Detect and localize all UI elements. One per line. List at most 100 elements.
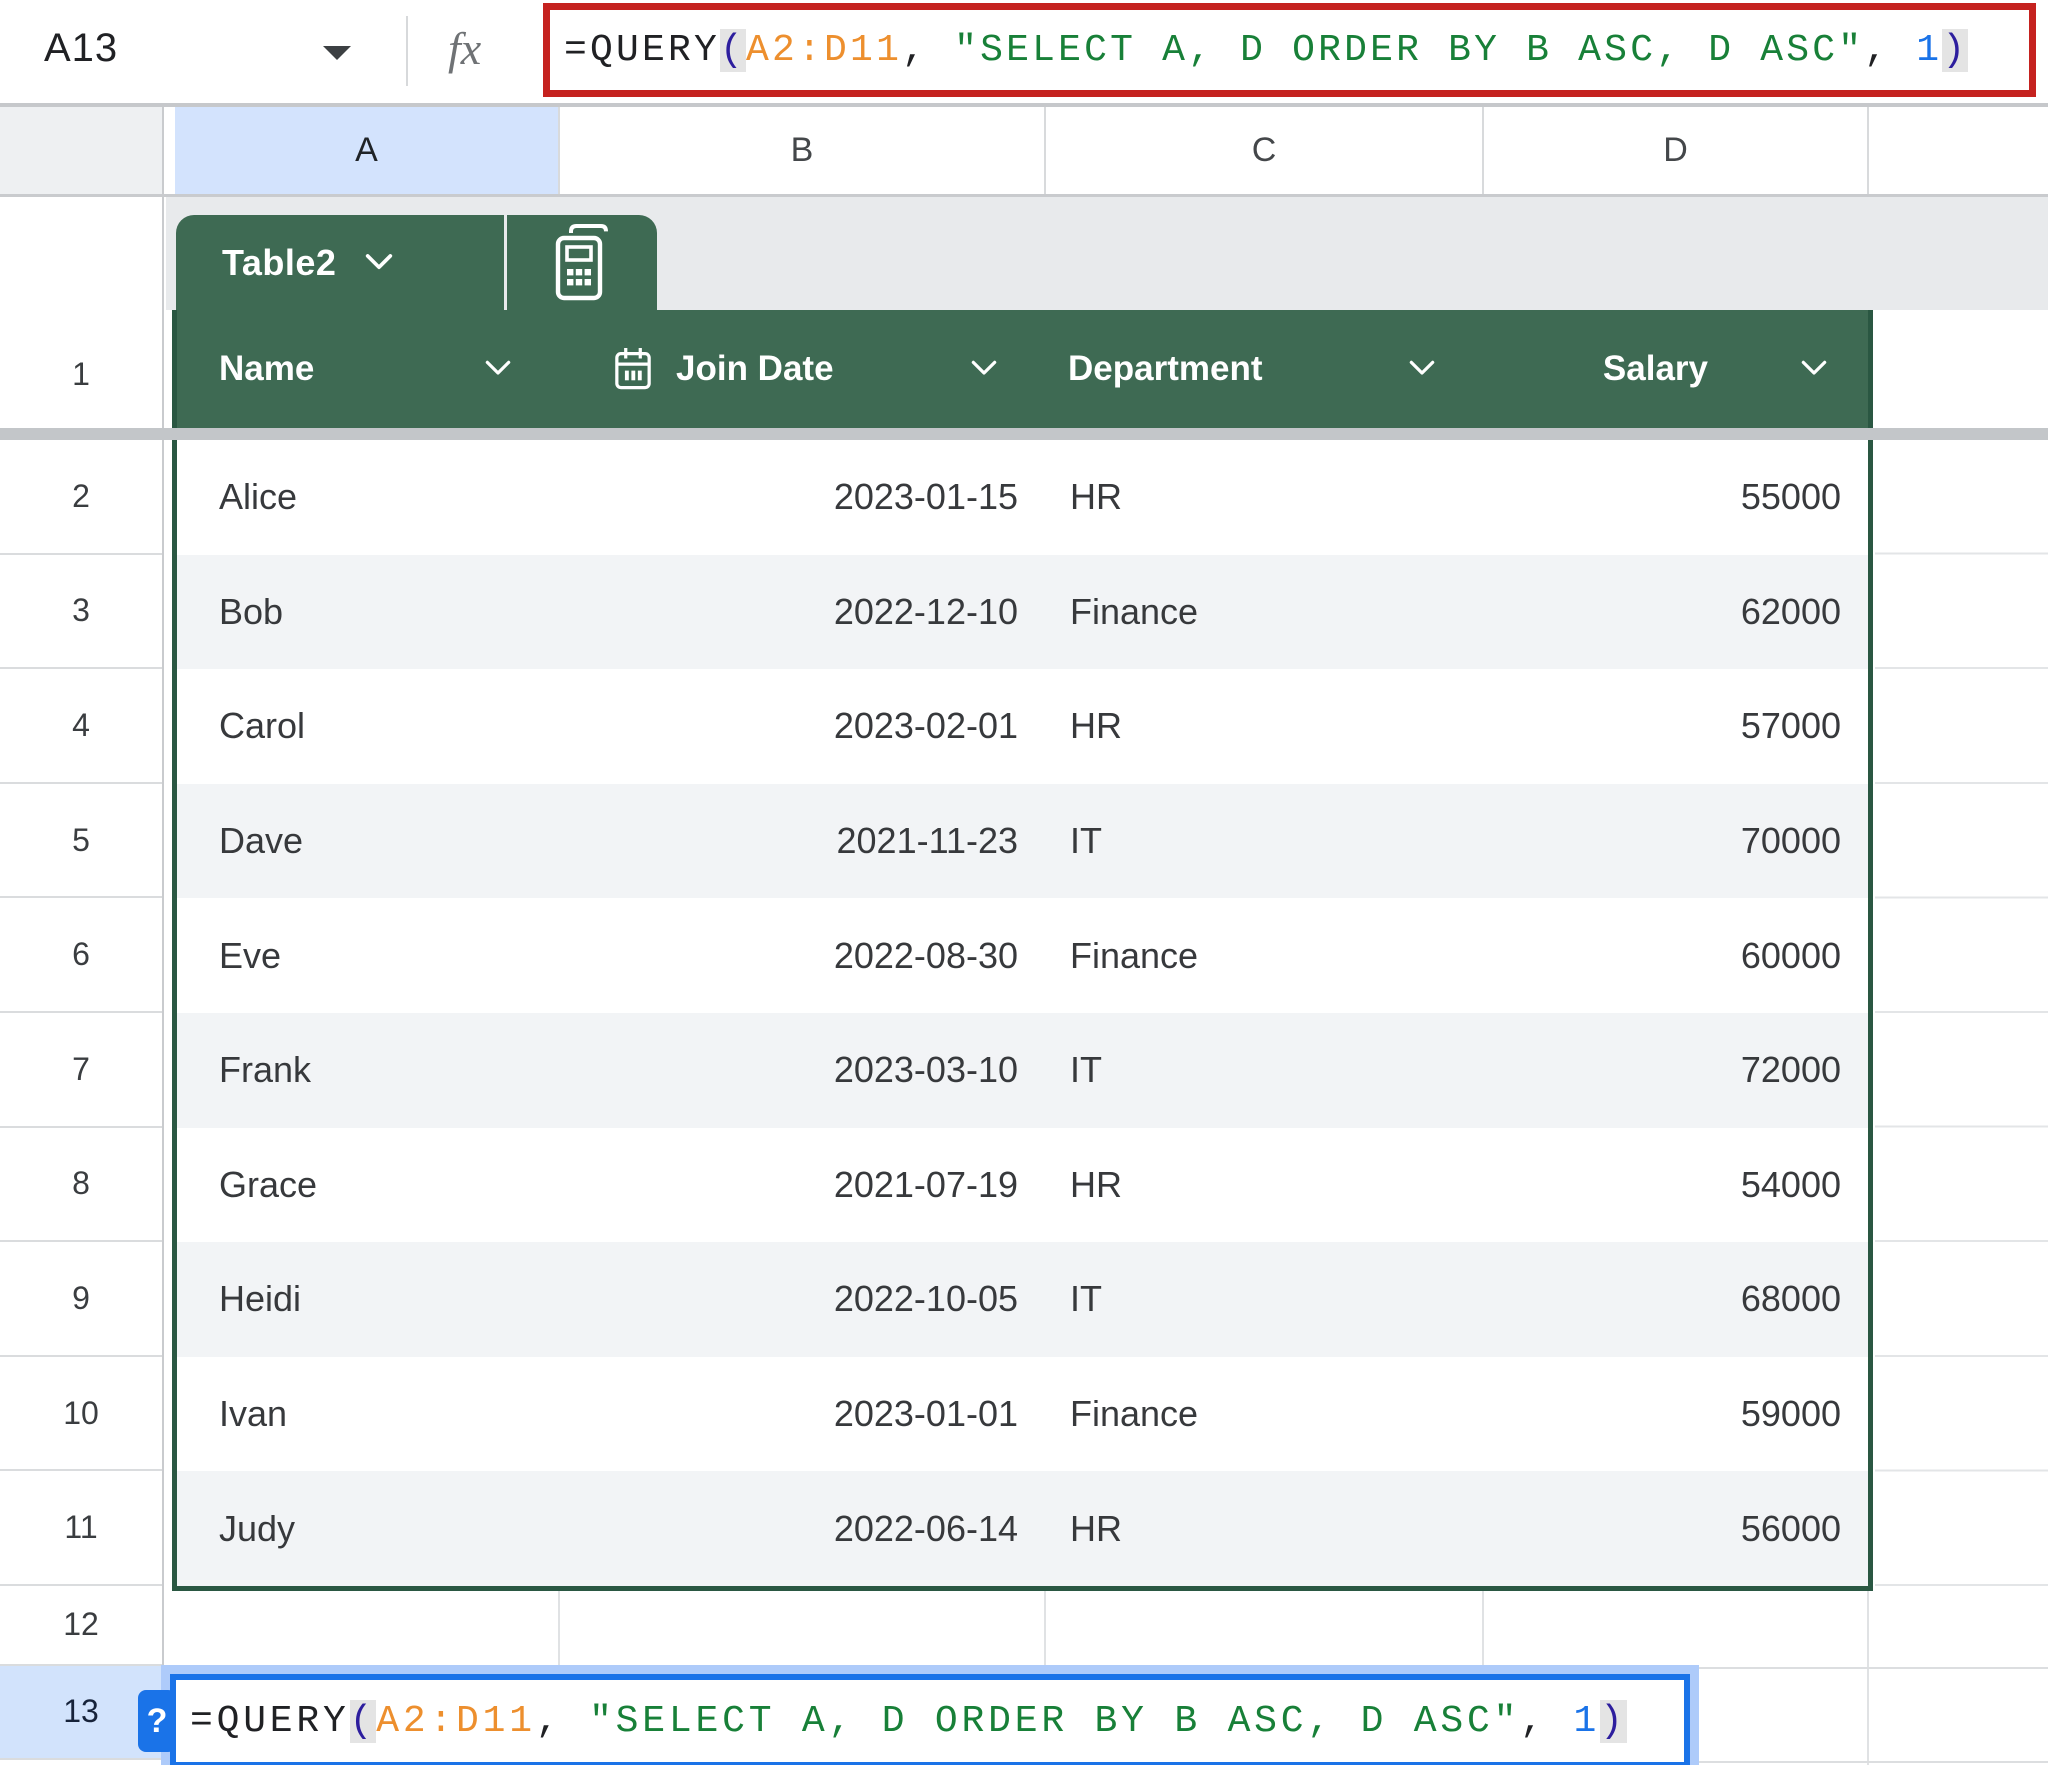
column-header-c[interactable]: C	[1046, 107, 1484, 194]
cell-join-date[interactable]: 2023-02-01	[833, 705, 1018, 747]
cell-salary[interactable]: 60000	[1740, 934, 1841, 976]
row-number-3[interactable]: 3	[0, 555, 162, 670]
cell-join-date[interactable]: 2023-03-10	[833, 1049, 1018, 1091]
cell-department[interactable]: Finance	[1070, 1393, 1199, 1435]
table-tools-button[interactable]	[507, 215, 657, 310]
frozen-row-shadow	[0, 428, 2048, 440]
row-number-13[interactable]: 13	[0, 1665, 162, 1760]
header-cell-name[interactable]: Name	[177, 310, 560, 428]
cell-department[interactable]: Finance	[1070, 934, 1199, 976]
table-row: Frank 2023-03-10 IT 72000	[177, 1012, 1868, 1128]
cell-name[interactable]: Carol	[219, 705, 306, 747]
column-header-d[interactable]: D	[1484, 107, 1869, 194]
calculator-icon	[553, 223, 611, 303]
table-row: Eve 2022-08-30 Finance 60000	[177, 898, 1868, 1013]
editing-cell-a13[interactable]: =QUERY(A2:D11, "SELECT A, D ORDER BY B A…	[170, 1674, 1690, 1765]
chevron-down-icon[interactable]	[362, 250, 396, 276]
table-row: Dave 2021-11-23 IT 70000	[177, 783, 1868, 899]
header-cell-join-date[interactable]: Join Date	[560, 310, 1046, 428]
gridline	[1867, 1591, 1869, 1765]
cell-salary[interactable]: 70000	[1740, 820, 1841, 862]
formula-token-plain: ,	[902, 28, 955, 72]
cell-salary[interactable]: 55000	[1740, 476, 1841, 518]
cell-join-date[interactable]: 2021-07-19	[833, 1163, 1018, 1205]
row-number-2[interactable]: 2	[0, 440, 162, 555]
cell-salary[interactable]: 56000	[1740, 1507, 1841, 1549]
header-cell-department[interactable]: Department	[1046, 310, 1484, 428]
divider	[406, 16, 408, 86]
column-header-e[interactable]	[1869, 107, 2048, 194]
table-name-button[interactable]: Table2	[176, 215, 504, 310]
empty-grid-right	[1875, 440, 2048, 1586]
cell-name[interactable]: Grace	[219, 1163, 318, 1205]
row-number-12[interactable]: 12	[0, 1586, 162, 1666]
cell-join-date[interactable]: 2023-01-15	[833, 476, 1018, 518]
cell-department[interactable]: HR	[1070, 1163, 1122, 1205]
formula-input[interactable]: =QUERY(A2:D11, "SELECT A, D ORDER BY B A…	[564, 28, 1969, 72]
row-number-10[interactable]: 10	[0, 1357, 162, 1472]
formula-token-paren: )	[1600, 1699, 1627, 1743]
chevron-down-icon[interactable]	[1406, 357, 1438, 381]
row-number-11[interactable]: 11	[0, 1471, 162, 1586]
row-number-6[interactable]: 6	[0, 898, 162, 1013]
header-label: Name	[219, 349, 315, 388]
row-number-1[interactable]: 1	[0, 310, 162, 440]
row-number-8[interactable]: 8	[0, 1128, 162, 1243]
cell-salary[interactable]: 72000	[1740, 1049, 1841, 1091]
gutter-spacer	[0, 197, 164, 310]
cell-formula-input[interactable]: =QUERY(A2:D11, "SELECT A, D ORDER BY B A…	[190, 1699, 1627, 1743]
chevron-down-icon[interactable]	[1798, 357, 1830, 381]
header-cell-salary[interactable]: Salary	[1484, 310, 1868, 428]
cell-department[interactable]: IT	[1070, 820, 1102, 862]
cell-salary[interactable]: 62000	[1740, 590, 1841, 632]
cell-salary[interactable]: 57000	[1740, 705, 1841, 747]
cell-name[interactable]: Judy	[219, 1507, 296, 1549]
cell-join-date[interactable]: 2022-12-10	[833, 590, 1018, 632]
cell-name[interactable]: Bob	[219, 590, 284, 632]
row-number-5[interactable]: 5	[0, 784, 162, 899]
table-row: Carol 2023-02-01 HR 57000	[177, 669, 1868, 784]
cell-department[interactable]: HR	[1070, 705, 1122, 747]
cell-name[interactable]: Ivan	[219, 1393, 288, 1435]
cell-join-date[interactable]: 2022-06-14	[833, 1507, 1018, 1549]
table-row: Ivan 2023-01-01 Finance 59000	[177, 1356, 1868, 1472]
cell-join-date[interactable]: 2023-01-01	[833, 1393, 1018, 1435]
column-header-b[interactable]: B	[560, 107, 1046, 194]
name-box[interactable]: A13	[0, 0, 406, 103]
cell-salary[interactable]: 68000	[1740, 1278, 1841, 1320]
select-all-corner[interactable]	[0, 107, 164, 194]
cell-name[interactable]: Dave	[219, 820, 304, 862]
chevron-down-icon[interactable]	[968, 357, 1000, 381]
name-box-dropdown-icon[interactable]	[323, 46, 351, 60]
cell-department[interactable]: HR	[1070, 1507, 1122, 1549]
column-header-a[interactable]: A	[175, 107, 560, 194]
cell-department[interactable]: Finance	[1070, 590, 1199, 632]
cell-join-date[interactable]: 2022-10-05	[833, 1278, 1018, 1320]
header-label: Department	[1068, 349, 1263, 388]
cell-salary[interactable]: 54000	[1740, 1163, 1841, 1205]
formula-token-number: 1	[1916, 28, 1943, 72]
cell-department[interactable]: IT	[1070, 1049, 1102, 1091]
formula-token-paren: )	[1942, 28, 1969, 72]
table-chip: Table2	[176, 215, 657, 310]
row-number-9[interactable]: 9	[0, 1242, 162, 1357]
cell-salary[interactable]: 59000	[1740, 1393, 1841, 1435]
cell-department[interactable]: IT	[1070, 1278, 1102, 1320]
cell-name[interactable]: Alice	[219, 476, 298, 518]
gridline	[166, 1667, 2048, 1669]
cell-join-date[interactable]: 2021-11-23	[836, 820, 1018, 862]
cell-department[interactable]: HR	[1070, 476, 1122, 518]
cell-name[interactable]: Frank	[219, 1049, 312, 1091]
chevron-down-icon[interactable]	[482, 357, 514, 381]
header-label: Salary	[1602, 349, 1708, 388]
table-row: Heidi 2022-10-05 IT 68000	[177, 1242, 1868, 1357]
divider	[504, 215, 507, 310]
cell-join-date[interactable]: 2022-08-30	[833, 934, 1018, 976]
cell-name[interactable]: Heidi	[219, 1278, 302, 1320]
formula-help-button[interactable]: ?	[138, 1690, 176, 1752]
row-number-7[interactable]: 7	[0, 1013, 162, 1128]
row-number-4[interactable]: 4	[0, 669, 162, 784]
formula-token-string: "SELECT A, D ORDER BY B ASC, D ASC"	[954, 28, 1865, 72]
cell-name[interactable]: Eve	[219, 934, 282, 976]
